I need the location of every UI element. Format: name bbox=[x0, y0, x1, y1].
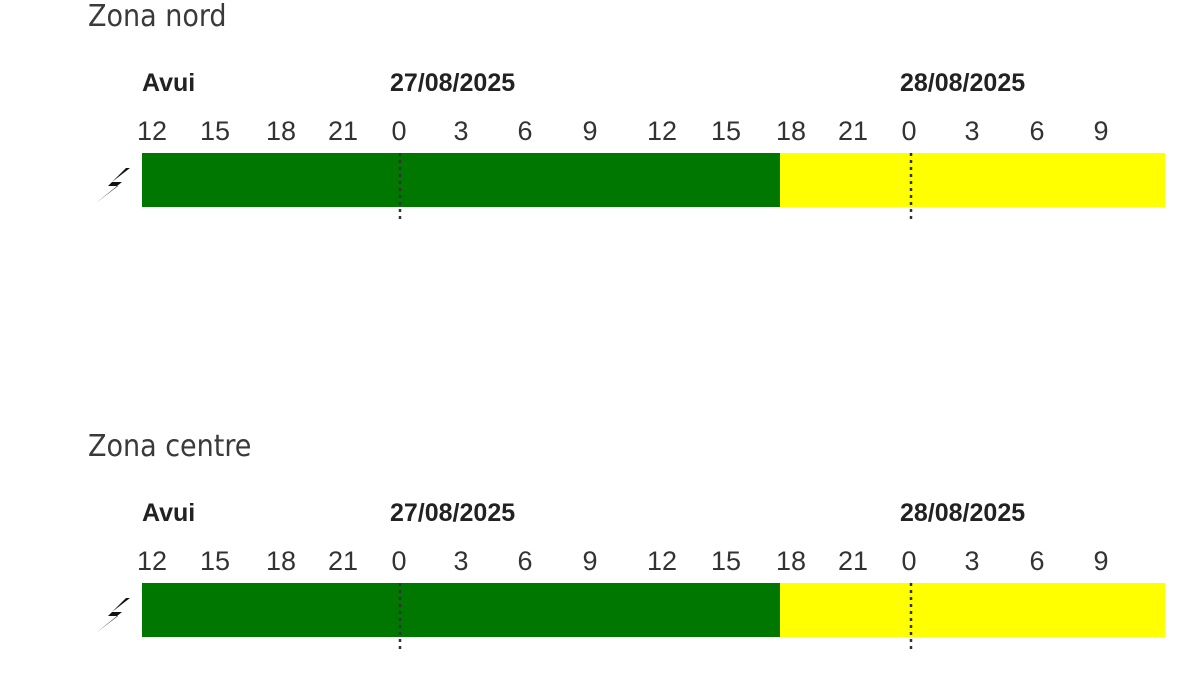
hour-label: 9 bbox=[582, 116, 597, 146]
hour-label: 21 bbox=[838, 546, 868, 576]
date-label: 28/08/2025 bbox=[900, 499, 1025, 527]
hour-label: 0 bbox=[391, 116, 406, 146]
date-label: Avui bbox=[142, 69, 195, 97]
hour-label: 9 bbox=[582, 546, 597, 576]
hour-label: 6 bbox=[1029, 546, 1044, 576]
hour-label: 12 bbox=[137, 546, 167, 576]
zone: Zona nord Avui 27/08/2025 28/08/2025 12 15 18 2… bbox=[88, 0, 1165, 220]
hour-label: 0 bbox=[901, 546, 916, 576]
hour-label: 3 bbox=[964, 546, 979, 576]
hour-label: 21 bbox=[328, 116, 358, 146]
date-label: 27/08/2025 bbox=[390, 69, 515, 97]
date-label: 28/08/2025 bbox=[900, 69, 1025, 97]
hour-label: 15 bbox=[711, 546, 741, 576]
date-label: 27/08/2025 bbox=[390, 499, 515, 527]
hour-label: 15 bbox=[711, 116, 741, 146]
hour-label: 0 bbox=[391, 546, 406, 576]
hour-label: 3 bbox=[453, 116, 468, 146]
warning-segment bbox=[142, 583, 780, 637]
warning-segment bbox=[780, 153, 1165, 207]
hour-label: 18 bbox=[776, 546, 806, 576]
warning-segment bbox=[142, 153, 780, 207]
hour-label: 21 bbox=[838, 116, 868, 146]
hour-label: 15 bbox=[200, 116, 230, 146]
lightning-icon bbox=[96, 168, 130, 203]
warning-segment bbox=[780, 583, 1165, 637]
zone-title: Zona nord bbox=[88, 0, 227, 34]
hour-label: 6 bbox=[517, 546, 532, 576]
hour-label: 9 bbox=[1093, 116, 1108, 146]
hour-label: 3 bbox=[964, 116, 979, 146]
hour-label: 0 bbox=[901, 116, 916, 146]
hour-label: 6 bbox=[1029, 116, 1044, 146]
zone: Zona centre Avui 27/08/2025 28/08/2025 12 15 1… bbox=[88, 429, 1165, 650]
hour-label: 18 bbox=[266, 116, 296, 146]
hour-label: 21 bbox=[328, 546, 358, 576]
zone-title: Zona centre bbox=[88, 429, 251, 464]
date-label: Avui bbox=[142, 499, 195, 527]
hour-label: 9 bbox=[1093, 546, 1108, 576]
hour-label: 6 bbox=[517, 116, 532, 146]
hour-label: 12 bbox=[137, 116, 167, 146]
hour-label: 12 bbox=[647, 546, 677, 576]
hour-label: 12 bbox=[647, 116, 677, 146]
hour-label: 15 bbox=[200, 546, 230, 576]
hour-label: 3 bbox=[453, 546, 468, 576]
hour-label: 18 bbox=[266, 546, 296, 576]
lightning-icon bbox=[96, 598, 130, 633]
hour-label: 18 bbox=[776, 116, 806, 146]
